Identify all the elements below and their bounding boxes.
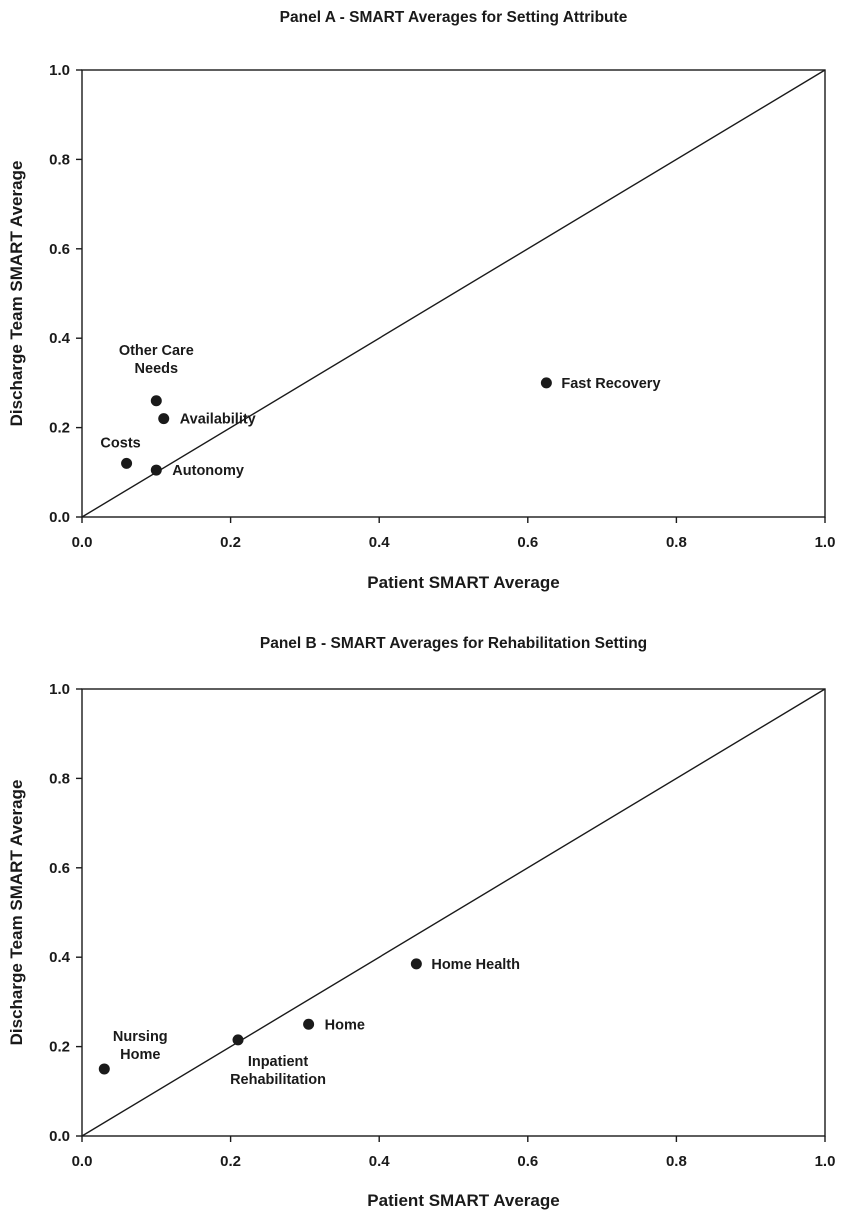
x-tick-label: 1.0 xyxy=(815,534,836,551)
point-label-line: Fast Recovery xyxy=(561,376,660,392)
x-tick-label: 0.8 xyxy=(666,1153,687,1170)
x-tick-label: 0.2 xyxy=(220,534,241,551)
point-label-line: Home xyxy=(120,1047,160,1063)
panel-a: Panel A - SMART Averages for Setting Att… xyxy=(7,9,835,592)
y-tick-label: 1.0 xyxy=(49,62,70,79)
point-label-line: Autonomy xyxy=(172,463,244,479)
x-tick-label: 0.0 xyxy=(72,1153,93,1170)
data-point xyxy=(151,395,162,406)
point-label: Nursing Home xyxy=(113,1029,168,1063)
data-point xyxy=(99,1063,110,1074)
x-tick-label: 0.4 xyxy=(369,534,391,551)
y-tick-label: 0.6 xyxy=(49,860,70,877)
x-tick-label: 0.0 xyxy=(72,534,93,551)
x-axis-label: Patient SMART Average xyxy=(367,573,559,592)
data-point xyxy=(303,1019,314,1030)
point-label: Inpatient Rehabilitation xyxy=(230,1054,326,1088)
point-label-line: Other Care xyxy=(119,343,194,359)
point-label: Other Care Needs xyxy=(119,343,194,377)
panel-b: Panel B - SMART Averages for Rehabilitat… xyxy=(7,635,835,1210)
point-label: Home Health xyxy=(431,957,520,973)
point-label-line: Home Health xyxy=(431,957,520,973)
reference-line xyxy=(82,689,825,1136)
point-label-line: Home xyxy=(325,1017,365,1033)
y-tick-label: 0.4 xyxy=(49,949,71,966)
reference-line xyxy=(82,70,825,517)
point-label: Availability xyxy=(180,412,256,428)
point-label: Autonomy xyxy=(172,463,244,479)
y-tick-label: 0.2 xyxy=(49,1039,70,1056)
data-point xyxy=(121,458,132,469)
point-label: Fast Recovery xyxy=(561,376,660,392)
y-tick-label: 0.6 xyxy=(49,241,70,258)
chart-title: Panel B - SMART Averages for Rehabilitat… xyxy=(260,635,647,652)
y-tick-label: 0.8 xyxy=(49,770,70,787)
data-point xyxy=(233,1034,244,1045)
point-label-line: Needs xyxy=(135,361,179,377)
x-axis-label: Patient SMART Average xyxy=(367,1191,559,1210)
x-tick-label: 0.4 xyxy=(369,1153,391,1170)
y-axis-label: Discharge Team SMART Average xyxy=(7,780,26,1046)
point-label-line: Nursing xyxy=(113,1029,168,1045)
data-point xyxy=(541,377,552,388)
y-tick-label: 1.0 xyxy=(49,681,70,698)
data-point xyxy=(158,413,169,424)
point-label-line: Costs xyxy=(100,435,140,451)
point-label: Home xyxy=(325,1017,365,1033)
chart-title: Panel A - SMART Averages for Setting Att… xyxy=(280,9,628,26)
x-tick-label: 0.6 xyxy=(517,1153,538,1170)
data-point xyxy=(411,958,422,969)
point-label-line: Rehabilitation xyxy=(230,1072,326,1088)
x-tick-label: 0.6 xyxy=(517,534,538,551)
y-tick-label: 0.4 xyxy=(49,330,71,347)
x-tick-label: 1.0 xyxy=(815,1153,836,1170)
x-tick-label: 0.8 xyxy=(666,534,687,551)
data-point xyxy=(151,465,162,476)
y-tick-label: 0.0 xyxy=(49,509,70,526)
y-tick-label: 0.0 xyxy=(49,1128,70,1145)
y-tick-label: 0.8 xyxy=(49,151,70,168)
point-label: Costs xyxy=(100,435,140,451)
y-tick-label: 0.2 xyxy=(49,420,70,437)
point-label-line: Inpatient xyxy=(248,1054,309,1070)
y-axis-label: Discharge Team SMART Average xyxy=(7,161,26,427)
point-label-line: Availability xyxy=(180,412,256,428)
x-tick-label: 0.2 xyxy=(220,1153,241,1170)
